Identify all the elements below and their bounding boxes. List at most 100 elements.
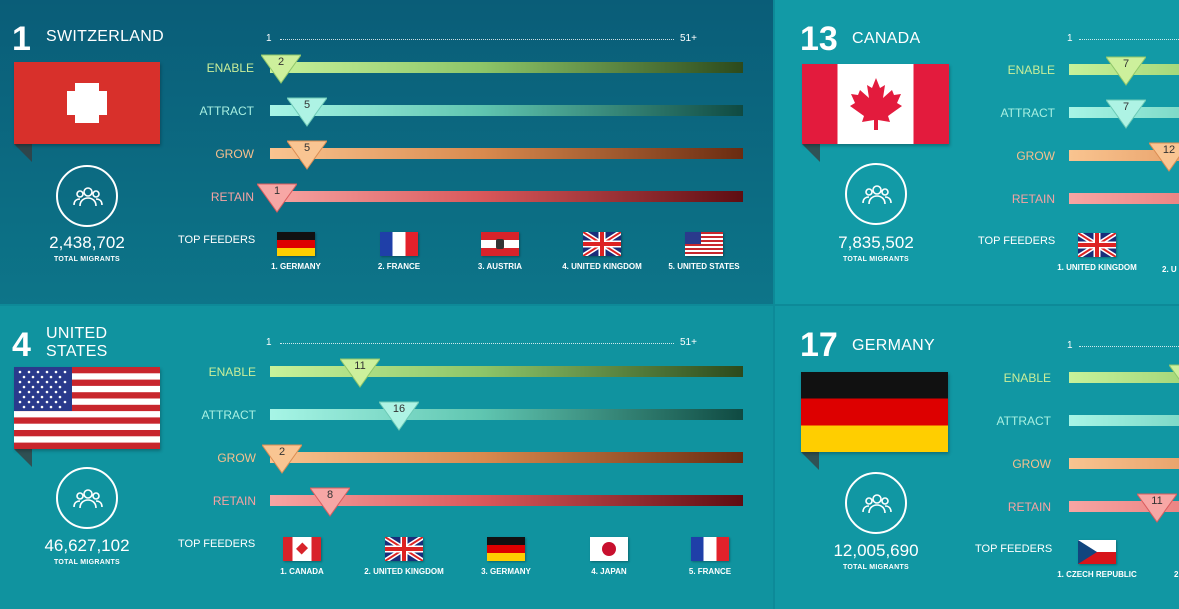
attract-label: ATTRACT xyxy=(996,414,1051,428)
grow-label: GROW xyxy=(1012,457,1051,471)
total-migrants-value: 46,627,102 xyxy=(44,536,130,555)
rank-number: 17 xyxy=(800,326,838,364)
enable-label: ENABLE xyxy=(206,61,254,75)
grow-bar xyxy=(1069,150,1179,161)
scale-dots xyxy=(280,39,674,40)
retain-score: 1 xyxy=(273,185,281,197)
france-flag-icon xyxy=(691,537,729,561)
grow-marker: 12 xyxy=(1149,141,1179,173)
enable-label: ENABLE xyxy=(1007,63,1055,77)
enable-marker: 2 xyxy=(261,53,301,85)
japan-flag-icon xyxy=(590,537,628,561)
scale-dots xyxy=(1079,346,1179,347)
feeder-united-kingdom: 2. UNITED KINGDOM xyxy=(349,537,459,576)
total-migrants-value: 7,835,502 xyxy=(838,233,914,252)
retain-bar xyxy=(1069,193,1179,204)
grow-label: GROW xyxy=(1016,149,1055,163)
retain-bar xyxy=(270,191,743,202)
attract-score: 5 xyxy=(303,99,311,111)
total-migrants-label: TOTAL MIGRANTS xyxy=(53,256,121,263)
attract-label: ATTRACT xyxy=(199,104,254,118)
feeder-france: 5. FRANCE xyxy=(655,537,765,576)
feeder-united-kingdom: 1. UNITED KINGDOM xyxy=(1042,233,1152,272)
attract-marker: 7 xyxy=(1106,98,1146,130)
scale-min: 1 xyxy=(1067,33,1073,44)
feeder-germany: 3. GERMANY xyxy=(451,537,561,576)
usa-flag xyxy=(14,367,160,467)
retain-marker: 11 xyxy=(1137,492,1177,524)
rank-number: 4 xyxy=(12,326,31,364)
enable-score: 2 xyxy=(277,56,285,68)
grow-score: 12 xyxy=(1162,144,1176,156)
germany-flag xyxy=(801,372,948,470)
feeder-united-kingdom: 4. UNITED KINGDOM xyxy=(547,232,657,271)
enable-label: ENABLE xyxy=(1003,371,1051,385)
czech-flag-icon xyxy=(1078,540,1116,564)
germany-flag-icon xyxy=(277,232,315,256)
retain-score: 8 xyxy=(326,489,334,501)
uk-flag-icon xyxy=(1078,233,1116,257)
grow-bar xyxy=(1069,458,1179,469)
retain-label: RETAIN xyxy=(1011,192,1055,206)
scale-max: 51+ xyxy=(680,33,697,44)
scale-min: 1 xyxy=(266,33,272,44)
grow-score: 2 xyxy=(278,446,286,458)
enable-bar xyxy=(270,62,743,73)
top-feeders-label: TOP FEEDERS xyxy=(178,538,256,550)
rank-number: 13 xyxy=(800,20,838,58)
country-name: CANADA xyxy=(852,30,921,47)
attract-marker: 5 xyxy=(287,96,327,128)
germany-flag-icon xyxy=(487,537,525,561)
total-migrants-label: TOTAL MIGRANTS xyxy=(842,256,910,263)
migrants-icon xyxy=(845,472,907,534)
country-name-line1: UNITED xyxy=(46,325,108,342)
top-feeders-label: TOP FEEDERS xyxy=(975,543,1053,555)
feeder-czech-republic: 1. CZECH REPUBLIC xyxy=(1042,540,1152,579)
country-name: SWITZERLAND xyxy=(46,28,164,45)
retain-label: RETAIN xyxy=(210,190,254,204)
uk-flag-icon xyxy=(583,232,621,256)
total-migrants-label: TOTAL MIGRANTS xyxy=(53,559,121,566)
canada-flag-icon xyxy=(283,537,321,561)
scale-min: 1 xyxy=(1067,340,1073,351)
migrants-icon xyxy=(845,163,907,225)
attract-marker: 16 xyxy=(379,400,419,432)
attract-score: 16 xyxy=(392,403,406,415)
uk-flag-icon xyxy=(385,537,423,561)
feeder-canada: 1. CANADA xyxy=(247,537,357,576)
retain-label: RETAIN xyxy=(1007,500,1051,514)
feeder-united-states: 5. UNITED STATES xyxy=(649,232,759,271)
switzerland-flag xyxy=(14,62,160,162)
enable-bar xyxy=(1069,372,1179,383)
enable-marker: 7 xyxy=(1106,55,1146,87)
enable-marker xyxy=(1169,363,1179,395)
grow-label: GROW xyxy=(215,147,254,161)
total-migrants-label: TOTAL MIGRANTS xyxy=(842,564,910,571)
usa-flag-icon xyxy=(685,232,723,256)
scale-min: 1 xyxy=(266,337,272,348)
grow-score: 5 xyxy=(303,142,311,154)
retain-label: RETAIN xyxy=(212,494,256,508)
enable-label: ENABLE xyxy=(208,365,256,379)
attract-bar xyxy=(1069,415,1179,426)
enable-score: 11 xyxy=(354,360,366,372)
feeder-2-partial: 2 xyxy=(1174,570,1179,579)
retain-marker: 8 xyxy=(310,486,350,518)
enable-bar xyxy=(270,366,743,377)
grow-bar xyxy=(270,452,743,463)
grow-marker: 2 xyxy=(262,443,302,475)
country-name: GERMANY xyxy=(852,337,935,354)
grow-bar xyxy=(270,148,743,159)
grow-label: GROW xyxy=(217,451,256,465)
retain-bar xyxy=(270,495,743,506)
total-migrants-value: 2,438,702 xyxy=(49,233,125,252)
country-card-united-states: 4 UNITED STATES xyxy=(0,306,773,609)
retain-marker: 1 xyxy=(257,182,297,214)
enable-marker: 11 xyxy=(340,357,380,389)
attract-label: ATTRACT xyxy=(201,408,256,422)
attract-score: 7 xyxy=(1122,101,1130,113)
attract-bar xyxy=(270,409,743,420)
feeder-germany: 1. GERMANY xyxy=(241,232,351,271)
top-feeders-label: TOP FEEDERS xyxy=(978,235,1056,247)
scale-max: 51+ xyxy=(680,337,697,348)
